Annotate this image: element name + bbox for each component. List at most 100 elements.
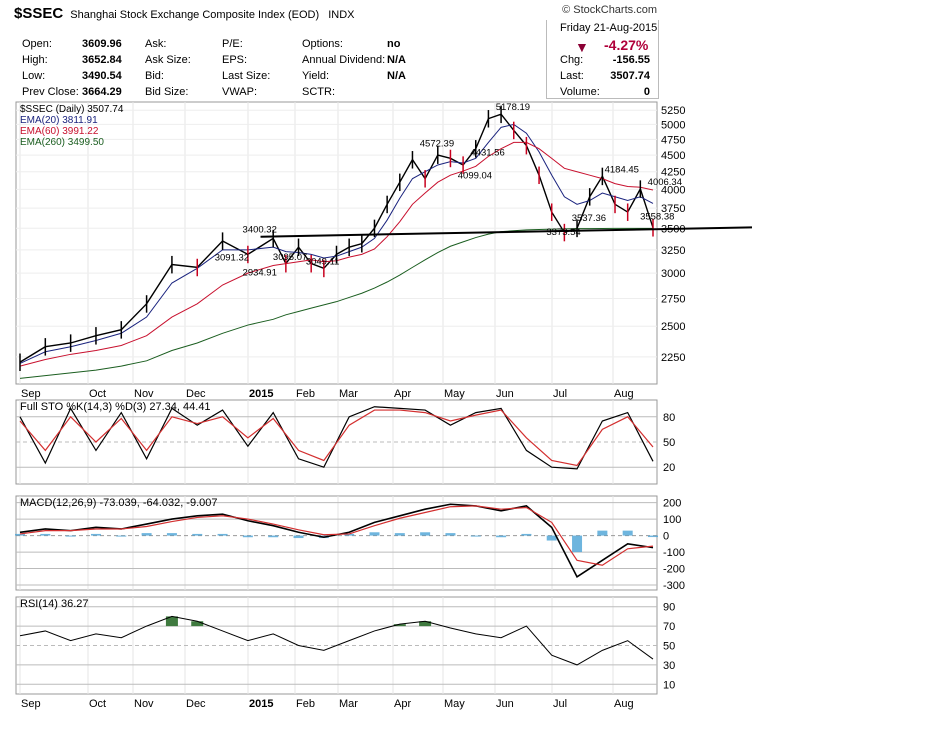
price-annotation: 4431.56: [470, 148, 504, 159]
month-label: 2015: [249, 698, 273, 710]
macd-tick-label: 0: [663, 531, 669, 543]
quote-label: Annual Dividend:: [302, 54, 386, 66]
quote-value: no: [387, 38, 401, 50]
price-tick-label: 4250: [661, 167, 685, 179]
quote-label: Prev Close:: [22, 86, 79, 98]
macd-tick-label: 100: [663, 514, 681, 526]
quote-value: N/A: [387, 70, 406, 82]
price-tick-label: 5250: [661, 105, 685, 117]
price-tick-label: 3250: [661, 245, 685, 257]
price-series-$SSEC: [19, 113, 654, 363]
quote-label: Ask:: [145, 38, 167, 50]
macd-histogram-bar: [40, 533, 51, 536]
month-label: Oct: [89, 388, 106, 400]
macd-histogram-bar: [445, 533, 456, 536]
chart-title: $SSEC Shanghai Stock Exchange Composite …: [14, 5, 354, 22]
price-tick-label: 3750: [661, 203, 685, 215]
price-annotation: 3400.32: [243, 225, 277, 236]
price-tick-label: 4000: [661, 184, 685, 196]
stochastic-tick-label: 80: [663, 412, 675, 424]
quote-label: Last Size:: [222, 70, 271, 82]
legend-entry: EMA(260) 3499.50: [20, 137, 104, 148]
month-label: Jun: [496, 698, 514, 710]
price-annotation: 3049.11: [306, 256, 340, 267]
credit: © StockCharts.com: [562, 4, 657, 16]
sto-series-%D: [19, 409, 654, 467]
legend-entry: EMA(60) 3991.22: [20, 126, 99, 137]
quote-label: Bid:: [145, 70, 164, 82]
month-label: Feb: [296, 388, 315, 400]
panel-macd: [15, 495, 658, 591]
month-label: Jun: [496, 388, 514, 400]
price-annotation: 2934.91: [243, 268, 277, 279]
macd-histogram-bar: [344, 533, 355, 536]
price-tick-label: 3000: [661, 268, 685, 280]
macd-histogram-bar: [166, 533, 177, 536]
macd-histogram-bar: [268, 535, 279, 538]
macd-histogram-bar: [90, 533, 101, 536]
date: Friday 21-Aug-2015: [560, 22, 658, 34]
macd-histogram-bar: [420, 532, 431, 536]
exchange: INDX: [328, 9, 355, 21]
stochastic-tick-label: 50: [663, 437, 675, 449]
price-tick-label: 5000: [661, 119, 685, 131]
macd-histogram-bar: [521, 533, 532, 536]
quote-panel: [546, 20, 659, 99]
price-tick-label: 2750: [661, 293, 685, 305]
quote-label: Last:: [560, 70, 584, 82]
down-arrow-icon: ▼: [575, 39, 589, 55]
month-label: Aug: [614, 698, 634, 710]
month-label: Oct: [89, 698, 106, 710]
rsi-overbought-fill: [393, 624, 406, 627]
month-label: Nov: [134, 698, 154, 710]
month-label: Mar: [339, 388, 358, 400]
rsi-overbought-fill: [165, 616, 178, 627]
legend-entry: $SSEC (Daily) 3507.74: [20, 104, 124, 115]
quote-label: VWAP:: [222, 86, 258, 98]
macd-tick-label: -100: [663, 547, 685, 559]
stochastic-legend: Full STO %K(14,3) %D(3) 27.34, 44.41: [20, 401, 211, 413]
quote-label: Open:: [22, 38, 52, 50]
support-trendline: [260, 226, 753, 238]
macd-histogram-bar: [293, 535, 304, 539]
sto-series-%K: [19, 406, 654, 470]
quote-label: Volume:: [560, 86, 600, 98]
quote-value: 0: [643, 86, 650, 98]
macd-series-MACD: [19, 503, 654, 578]
quote-value: 3652.84: [82, 54, 122, 66]
rsi-series: [19, 615, 654, 666]
macd-histogram-bar: [141, 533, 152, 536]
macd-histogram-bar: [369, 532, 380, 536]
month-label: Dec: [186, 698, 206, 710]
quote-label: Chg:: [560, 54, 584, 66]
rsi-overbought-fill: [191, 621, 204, 627]
price-series-EMA(60): [19, 141, 654, 367]
month-label: Apr: [394, 698, 411, 710]
price-annotation: 4099.04: [458, 170, 492, 181]
macd-legend: MACD(12,26,9) -73.039, -64.032, -9.007: [20, 497, 218, 509]
macd-histogram-bar: [242, 535, 253, 538]
quote-value: 3664.29: [82, 86, 122, 98]
price-tick-label: 2500: [661, 321, 685, 333]
rsi-tick-label: 50: [663, 641, 675, 653]
price-annotation: 5178.19: [496, 102, 530, 113]
rsi-tick-label: 90: [663, 602, 675, 614]
quote-label: Bid Size:: [145, 86, 189, 98]
macd-histogram-bar: [546, 535, 557, 541]
rsi-tick-label: 70: [663, 621, 675, 633]
symbol: $SSEC: [14, 5, 64, 22]
price-series-EMA(260): [19, 227, 653, 379]
month-label: Mar: [339, 698, 358, 710]
quote-label: Ask Size:: [145, 54, 191, 66]
quote-value: 3609.96: [82, 38, 122, 50]
month-label: Apr: [394, 388, 411, 400]
quote-value: -156.55: [612, 54, 650, 66]
quote-label: High:: [22, 54, 48, 66]
macd-histogram-bar: [65, 535, 76, 537]
month-label: Feb: [296, 698, 315, 710]
price-annotation: 3537.36: [572, 213, 606, 224]
price-tick-label: 2250: [661, 352, 685, 364]
price-annotation: 3558.38: [640, 211, 674, 222]
